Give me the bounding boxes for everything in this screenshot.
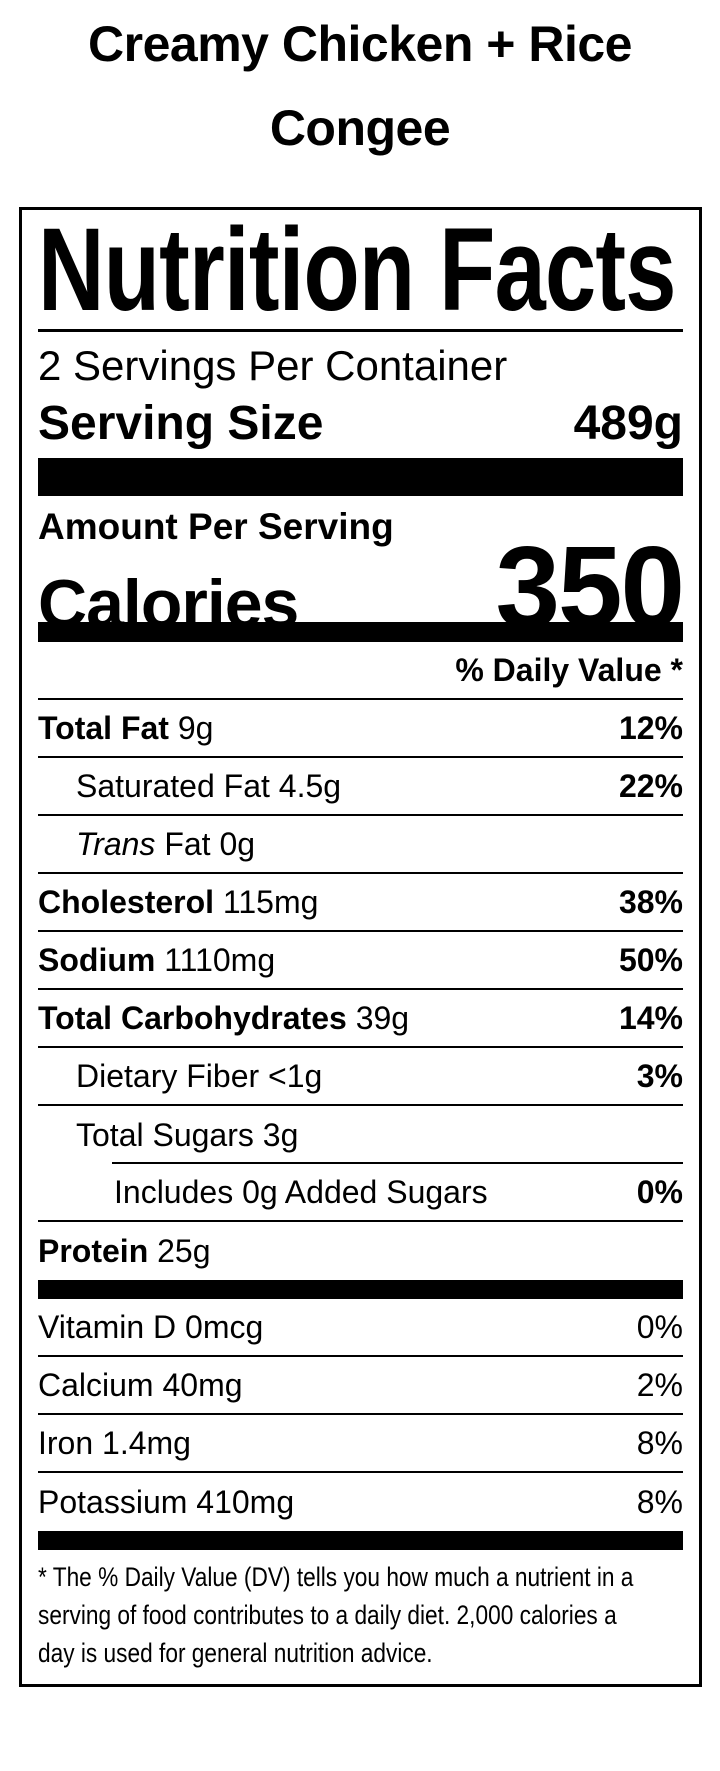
row-label: Dietary Fiber <1g	[76, 1057, 323, 1094]
nutrition-facts-heading: Nutrition Facts	[38, 210, 683, 332]
nutrient-row: Iron 1.4mg 8%	[38, 1415, 683, 1473]
vitamin-rows: Vitamin D 0mcg 0% Calcium 40mg 2% Iron 1…	[38, 1299, 683, 1531]
servings-per-container: 2 Servings Per Container	[38, 341, 508, 389]
nutrient-row: Potassium 410mg 8%	[38, 1473, 683, 1531]
footnote-line: * The % Daily Value (DV) tells you how m…	[38, 1562, 634, 1592]
row-label: Sodium 1110mg	[38, 941, 276, 978]
row-label: Iron 1.4mg	[38, 1424, 191, 1461]
nutrient-row: Cholesterol 115mg 38%	[38, 874, 683, 932]
row-daily-value: 14%	[618, 999, 683, 1036]
divider-bar	[38, 1280, 683, 1299]
nutrient-row: Dietary Fiber <1g 3%	[38, 1048, 683, 1106]
nutrient-row: Total Carbohydrates 39g 14%	[38, 990, 683, 1048]
calories-row: Calories 350	[38, 522, 685, 652]
footnote-line: serving of food contributes to a daily d…	[38, 1600, 617, 1630]
row-daily-value: 12%	[618, 709, 683, 746]
serving-size-row: Serving Size 489g	[38, 388, 683, 458]
serving-size-value: 489g	[573, 396, 683, 450]
divider-bar	[38, 622, 683, 642]
nutrition-label-box: Nutrition Facts 2 Servings Per Container…	[19, 207, 702, 1687]
nutrition-facts-heading-text: Nutrition Facts	[38, 203, 676, 336]
row-daily-value: 2%	[636, 1366, 683, 1403]
row-label: Potassium 410mg	[38, 1483, 295, 1520]
row-daily-value: 50%	[618, 941, 683, 978]
row-daily-value: 3%	[636, 1057, 683, 1094]
row-daily-value: 8%	[636, 1424, 683, 1461]
row-label: Total Sugars 3g	[76, 1116, 299, 1153]
divider-bar	[38, 1531, 683, 1550]
nutrient-row: Trans Fat 0g	[38, 816, 683, 874]
nutrient-row: Total Sugars 3g	[38, 1106, 683, 1164]
nutrient-row: Includes 0g Added Sugars 0%	[38, 1164, 683, 1222]
nutrient-rows: Total Fat 9g 12% Saturated Fat 4.5g 22% …	[38, 700, 683, 1280]
row-daily-value: 38%	[618, 883, 683, 920]
row-daily-value: 22%	[618, 767, 683, 804]
footnote: * The % Daily Value (DV) tells you how m…	[38, 1550, 683, 1684]
nutrient-row: Vitamin D 0mcg 0%	[38, 1299, 683, 1357]
thick-divider-bar	[38, 458, 683, 496]
nutrient-row: Total Fat 9g 12%	[38, 700, 683, 758]
row-label: Total Fat 9g	[38, 709, 214, 746]
row-label: Calcium 40mg	[38, 1366, 243, 1403]
amount-per-serving-label: Amount Per Serving	[38, 506, 394, 547]
nutrient-row: Protein 25g	[38, 1222, 683, 1280]
row-label: Trans Fat 0g	[76, 825, 256, 862]
nutrient-row: Calcium 40mg 2%	[38, 1357, 683, 1415]
calories-value: 350	[495, 522, 685, 652]
row-label: Total Carbohydrates 39g	[38, 999, 410, 1036]
row-label: Protein 25g	[38, 1232, 211, 1269]
row-label: Cholesterol 115mg	[38, 883, 319, 920]
calories-label: Calories	[38, 566, 299, 642]
serving-size-label: Serving Size	[38, 396, 324, 450]
nutrient-row: Sodium 1110mg 50%	[38, 932, 683, 990]
daily-value-header: % Daily Value *	[38, 642, 683, 700]
nutrient-row: Saturated Fat 4.5g 22%	[38, 758, 683, 816]
row-daily-value: 0%	[636, 1173, 683, 1210]
row-daily-value: 0%	[636, 1308, 683, 1345]
row-label: Saturated Fat 4.5g	[76, 767, 342, 804]
row-daily-value: 8%	[636, 1483, 683, 1520]
footnote-line: day is used for general nutrition advice…	[38, 1638, 433, 1668]
row-label: Includes 0g Added Sugars	[114, 1173, 488, 1210]
row-label: Vitamin D 0mcg	[38, 1308, 264, 1345]
page-title: Creamy Chicken + Rice Congee	[88, 16, 632, 156]
